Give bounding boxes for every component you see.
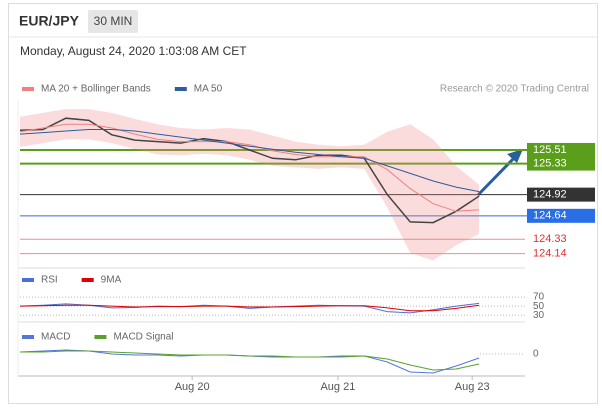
- legend-swatch: [22, 278, 34, 282]
- legend-swatch: [174, 87, 187, 91]
- date: Monday, August 24, 2020 1:03:08 AM CET: [20, 44, 247, 58]
- legend-label: MA 50: [194, 84, 223, 95]
- level-label: 124.33: [533, 233, 567, 245]
- timeframe: 30 MIN: [94, 14, 133, 28]
- x-tick-label: Aug 20: [175, 381, 210, 393]
- legend-label: MACD: [41, 332, 70, 343]
- legend-label: MA 20 + Bollinger Bands: [41, 84, 151, 95]
- level-label: 125.33: [533, 157, 567, 169]
- y-tick-label: 30: [533, 310, 545, 321]
- legend-swatch: [81, 278, 94, 282]
- frame: [8, 3, 598, 404]
- legend-swatch: [22, 335, 34, 339]
- level-box: [527, 156, 595, 171]
- forecast-arrow: [476, 154, 518, 197]
- bollinger-band: [20, 109, 480, 261]
- timeframe-box: [88, 10, 138, 33]
- level-label: 124.92: [533, 189, 567, 201]
- series-line: [19, 302, 480, 314]
- level-label: 124.64: [533, 210, 567, 222]
- legend-label: RSI: [41, 275, 58, 286]
- level-box: [527, 187, 595, 202]
- source: Research © 2020 Trading Central: [440, 84, 589, 95]
- legend-label: MACD Signal: [113, 332, 173, 343]
- x-tick-label: Aug 21: [320, 381, 355, 393]
- symbol: EUR/JPY: [19, 13, 80, 29]
- level-box: [527, 142, 595, 157]
- level-box: [527, 208, 595, 223]
- series-line: [19, 304, 480, 312]
- series-line: [20, 350, 480, 371]
- level-label: 125.51: [533, 144, 567, 156]
- y-tick-label: 70: [533, 292, 545, 303]
- series-line: [19, 129, 480, 193]
- legend-label: 9MA: [101, 275, 122, 286]
- y-tick-label: 0: [533, 349, 539, 360]
- y-tick-label: 50: [533, 301, 545, 312]
- legend-swatch: [94, 335, 107, 339]
- level-label: 124.14: [533, 248, 567, 260]
- series-line: [19, 123, 480, 212]
- forecast-arrow-head: [507, 149, 523, 163]
- legend-swatch: [22, 87, 34, 91]
- x-tick-label: Aug 23: [455, 381, 490, 393]
